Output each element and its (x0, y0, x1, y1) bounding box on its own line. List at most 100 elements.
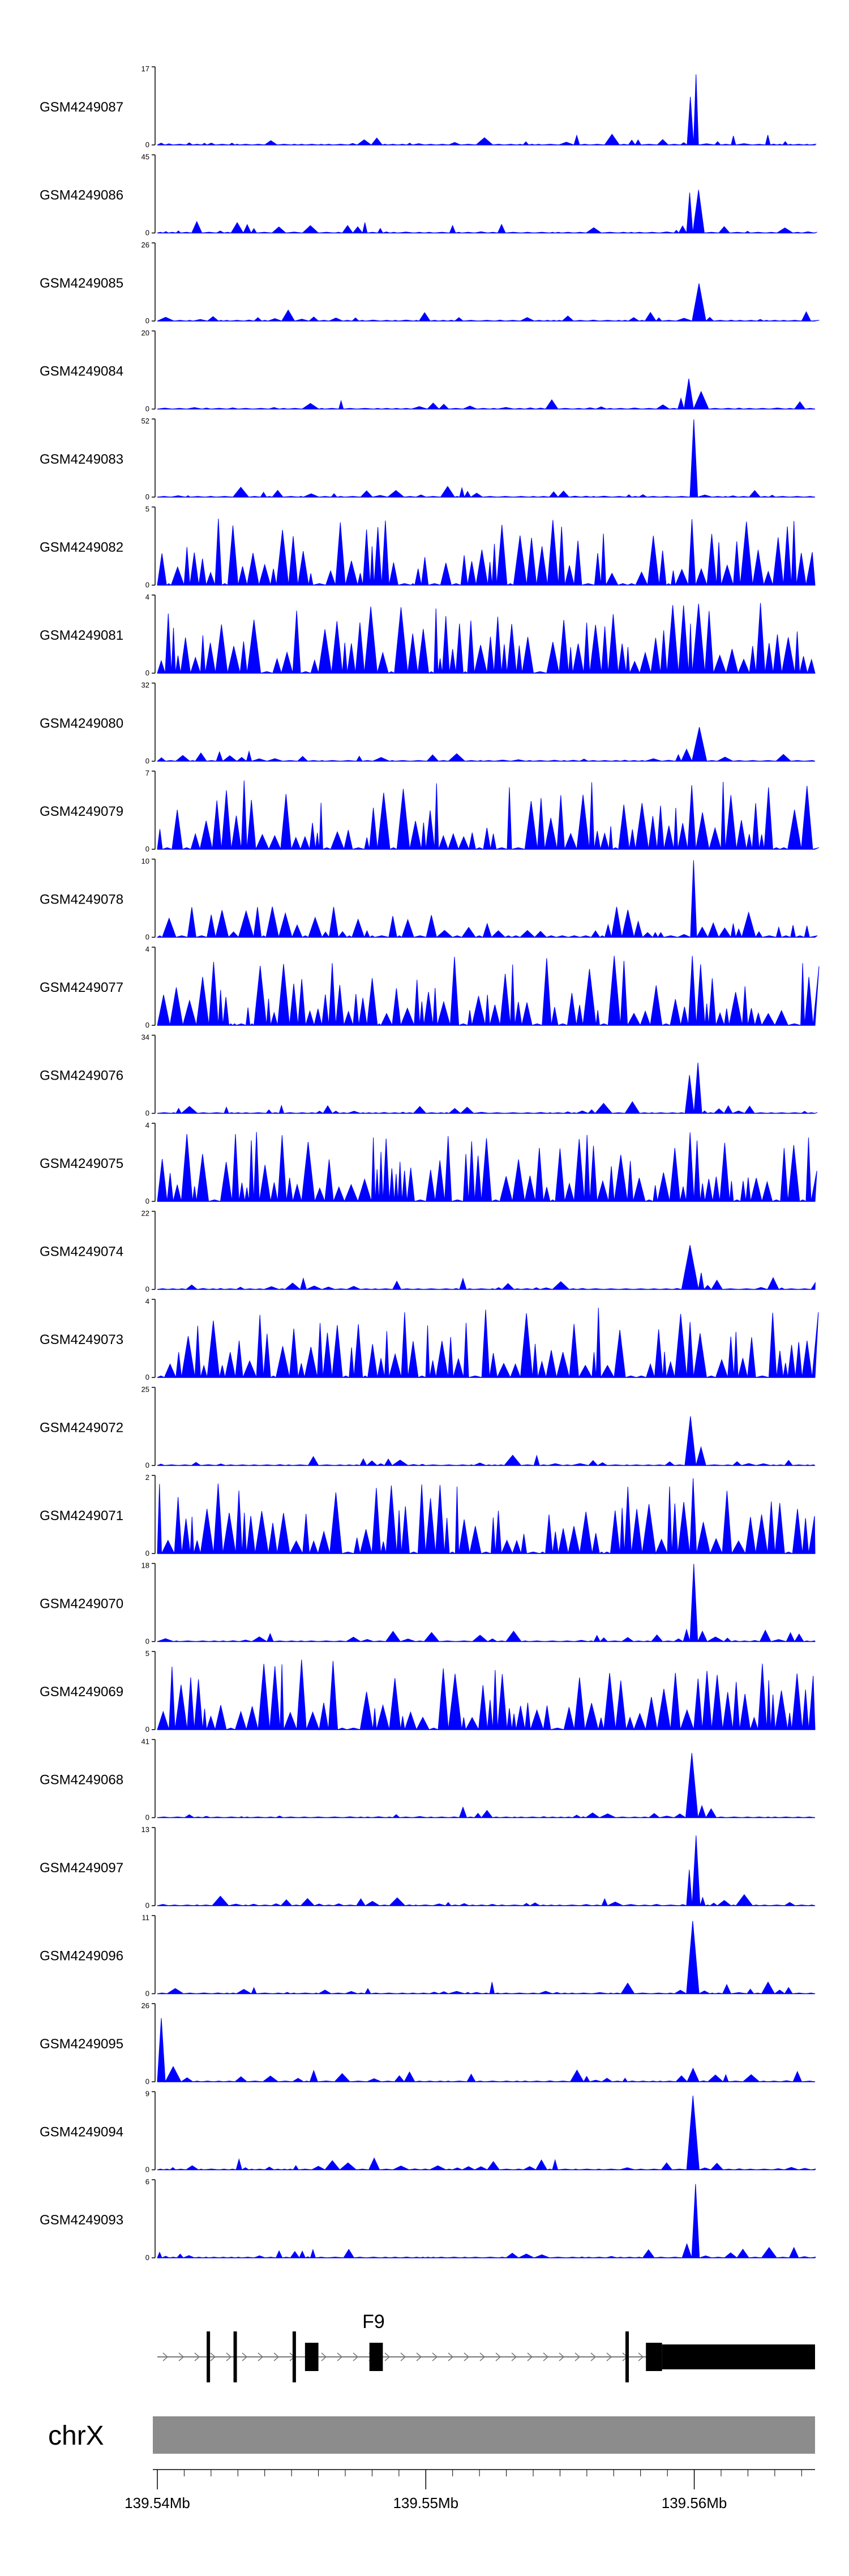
coverage-area (157, 602, 816, 674)
coverage-area (157, 1659, 816, 1731)
track-GSM4249097: GSM4249097 13 0 (40, 1825, 816, 1910)
track-ymin-label: 0 (145, 1109, 149, 1118)
track-GSM4249084: GSM4249084 20 0 (40, 329, 816, 413)
track-ymax-label: 22 (142, 1209, 149, 1218)
track-GSM4249071: GSM4249071 2 0 (40, 1473, 816, 1557)
track-ymax-label: 7 (145, 769, 149, 777)
track-label: GSM4249080 (40, 716, 123, 731)
track-ymax-label: 4 (145, 593, 149, 601)
track-GSM4249077: GSM4249077 4 0 (40, 945, 820, 1029)
exon (233, 2331, 237, 2382)
strand-arrow-icon (226, 2352, 232, 2361)
strand-arrow-icon (353, 2352, 359, 2361)
gene-model-track (157, 2331, 815, 2382)
strand-arrow-icon (511, 2352, 517, 2361)
strand-arrow-icon (384, 2352, 391, 2361)
strand-arrow-icon (416, 2352, 422, 2361)
coverage-area (157, 780, 820, 850)
coverage-area (157, 1416, 816, 1466)
track-GSM4249086: GSM4249086 45 0 (40, 153, 817, 237)
coverage-area (157, 2184, 816, 2259)
coverage-area (157, 1307, 819, 1379)
coverage-area (157, 1835, 816, 1906)
track-label: GSM4249070 (40, 1597, 123, 1612)
track-GSM4249076: GSM4249076 34 0 (40, 1033, 818, 1118)
track-label: GSM4249076 (40, 1068, 123, 1084)
track-GSM4249072: GSM4249072 25 0 (40, 1385, 816, 1470)
track-GSM4249083: GSM4249083 52 0 (40, 417, 816, 501)
strand-arrow-icon (273, 2352, 280, 2361)
track-label: GSM4249081 (40, 628, 123, 643)
track-ymin-label: 0 (145, 845, 149, 853)
track-ymax-label: 52 (142, 417, 149, 425)
track-ymax-label: 26 (142, 2001, 149, 2010)
track-GSM4249078: GSM4249078 10 0 (40, 857, 818, 942)
coverage-area (156, 860, 818, 939)
track-label: GSM4249093 (40, 2213, 123, 2228)
strand-arrow-icon (242, 2352, 248, 2361)
track-GSM4249095: GSM4249095 26 0 (40, 2001, 816, 2086)
strand-arrow-icon (321, 2352, 327, 2361)
track-GSM4249096: GSM4249096 11 0 (40, 1914, 816, 1998)
chromosome-bar (153, 2416, 815, 2454)
chromosome-track: chrX (48, 2416, 815, 2454)
track-GSM4249082: GSM4249082 5 0 (40, 505, 816, 589)
track-label: GSM4249071 (40, 1508, 123, 1524)
exon (646, 2343, 662, 2371)
track-ymin-label: 0 (145, 581, 149, 589)
coverage-area (157, 1478, 816, 1555)
track-GSM4249080: GSM4249080 32 0 (40, 681, 816, 765)
track-ymin-label: 0 (145, 1901, 149, 1910)
track-ymax-label: 2 (145, 1473, 149, 1482)
track-GSM4249093: GSM4249093 6 0 (40, 2177, 816, 2262)
track-ymin-label: 0 (145, 1725, 149, 1734)
track-ymin-label: 0 (145, 2077, 149, 2086)
track-ymax-label: 32 (142, 681, 149, 690)
track-ymin-label: 0 (145, 140, 149, 149)
exon (292, 2331, 296, 2382)
track-label: GSM4249079 (40, 804, 123, 819)
strand-arrow-icon (194, 2352, 200, 2361)
genome-axis: 139.54Mb 139.55Mb 139.56Mb (125, 2469, 815, 2511)
exon (369, 2343, 383, 2371)
track-ymin-label: 0 (145, 493, 149, 501)
track-ymin-label: 0 (145, 669, 149, 677)
strand-arrow-icon (543, 2352, 549, 2361)
strand-arrow-icon (527, 2352, 533, 2361)
track-label: GSM4249085 (40, 276, 123, 291)
track-GSM4249094: GSM4249094 9 0 (40, 2090, 816, 2174)
strand-arrow-icon (559, 2352, 565, 2361)
track-ymin-label: 0 (145, 1461, 149, 1470)
track-GSM4249069: GSM4249069 5 0 (40, 1649, 816, 1734)
track-ymin-label: 0 (145, 1373, 149, 1381)
track-label: GSM4249082 (40, 540, 123, 555)
coverage-tracks: GSM4249087170GSM4249086450GSM4249085260G… (40, 65, 820, 2262)
track-ymax-label: 5 (145, 505, 149, 514)
coverage-area (157, 190, 817, 234)
track-ymax-label: 41 (142, 1738, 149, 1746)
strand-arrow-icon (479, 2352, 486, 2361)
track-label: GSM4249087 (40, 100, 123, 115)
track-label: GSM4249094 (40, 2125, 123, 2140)
strand-arrow-icon (495, 2352, 501, 2361)
track-label: GSM4249074 (40, 1244, 123, 1260)
track-ymax-label: 10 (142, 857, 149, 866)
track-ymax-label: 18 (142, 1561, 149, 1570)
track-ymax-label: 4 (145, 1297, 149, 1306)
strand-arrow-icon (162, 2352, 169, 2361)
strand-arrow-icon (432, 2352, 438, 2361)
chromosome-label: chrX (48, 2421, 104, 2451)
track-ymin-label: 0 (145, 2166, 149, 2174)
track-ymin-label: 0 (145, 933, 149, 942)
strand-arrow-icon (464, 2352, 470, 2361)
axis-tick-label: 139.56Mb (662, 2494, 727, 2511)
track-ymax-label: 17 (142, 65, 149, 73)
track-ymin-label: 0 (145, 1813, 149, 1822)
coverage-area (157, 956, 820, 1026)
track-ymin-label: 0 (145, 1021, 149, 1029)
track-label: GSM4249073 (40, 1332, 123, 1347)
track-GSM4249075: GSM4249075 4 0 (40, 1121, 817, 1205)
track-GSM4249085: GSM4249085 26 0 (40, 241, 820, 325)
track-label: GSM4249097 (40, 1860, 123, 1876)
track-GSM4249073: GSM4249073 4 0 (40, 1297, 819, 1381)
